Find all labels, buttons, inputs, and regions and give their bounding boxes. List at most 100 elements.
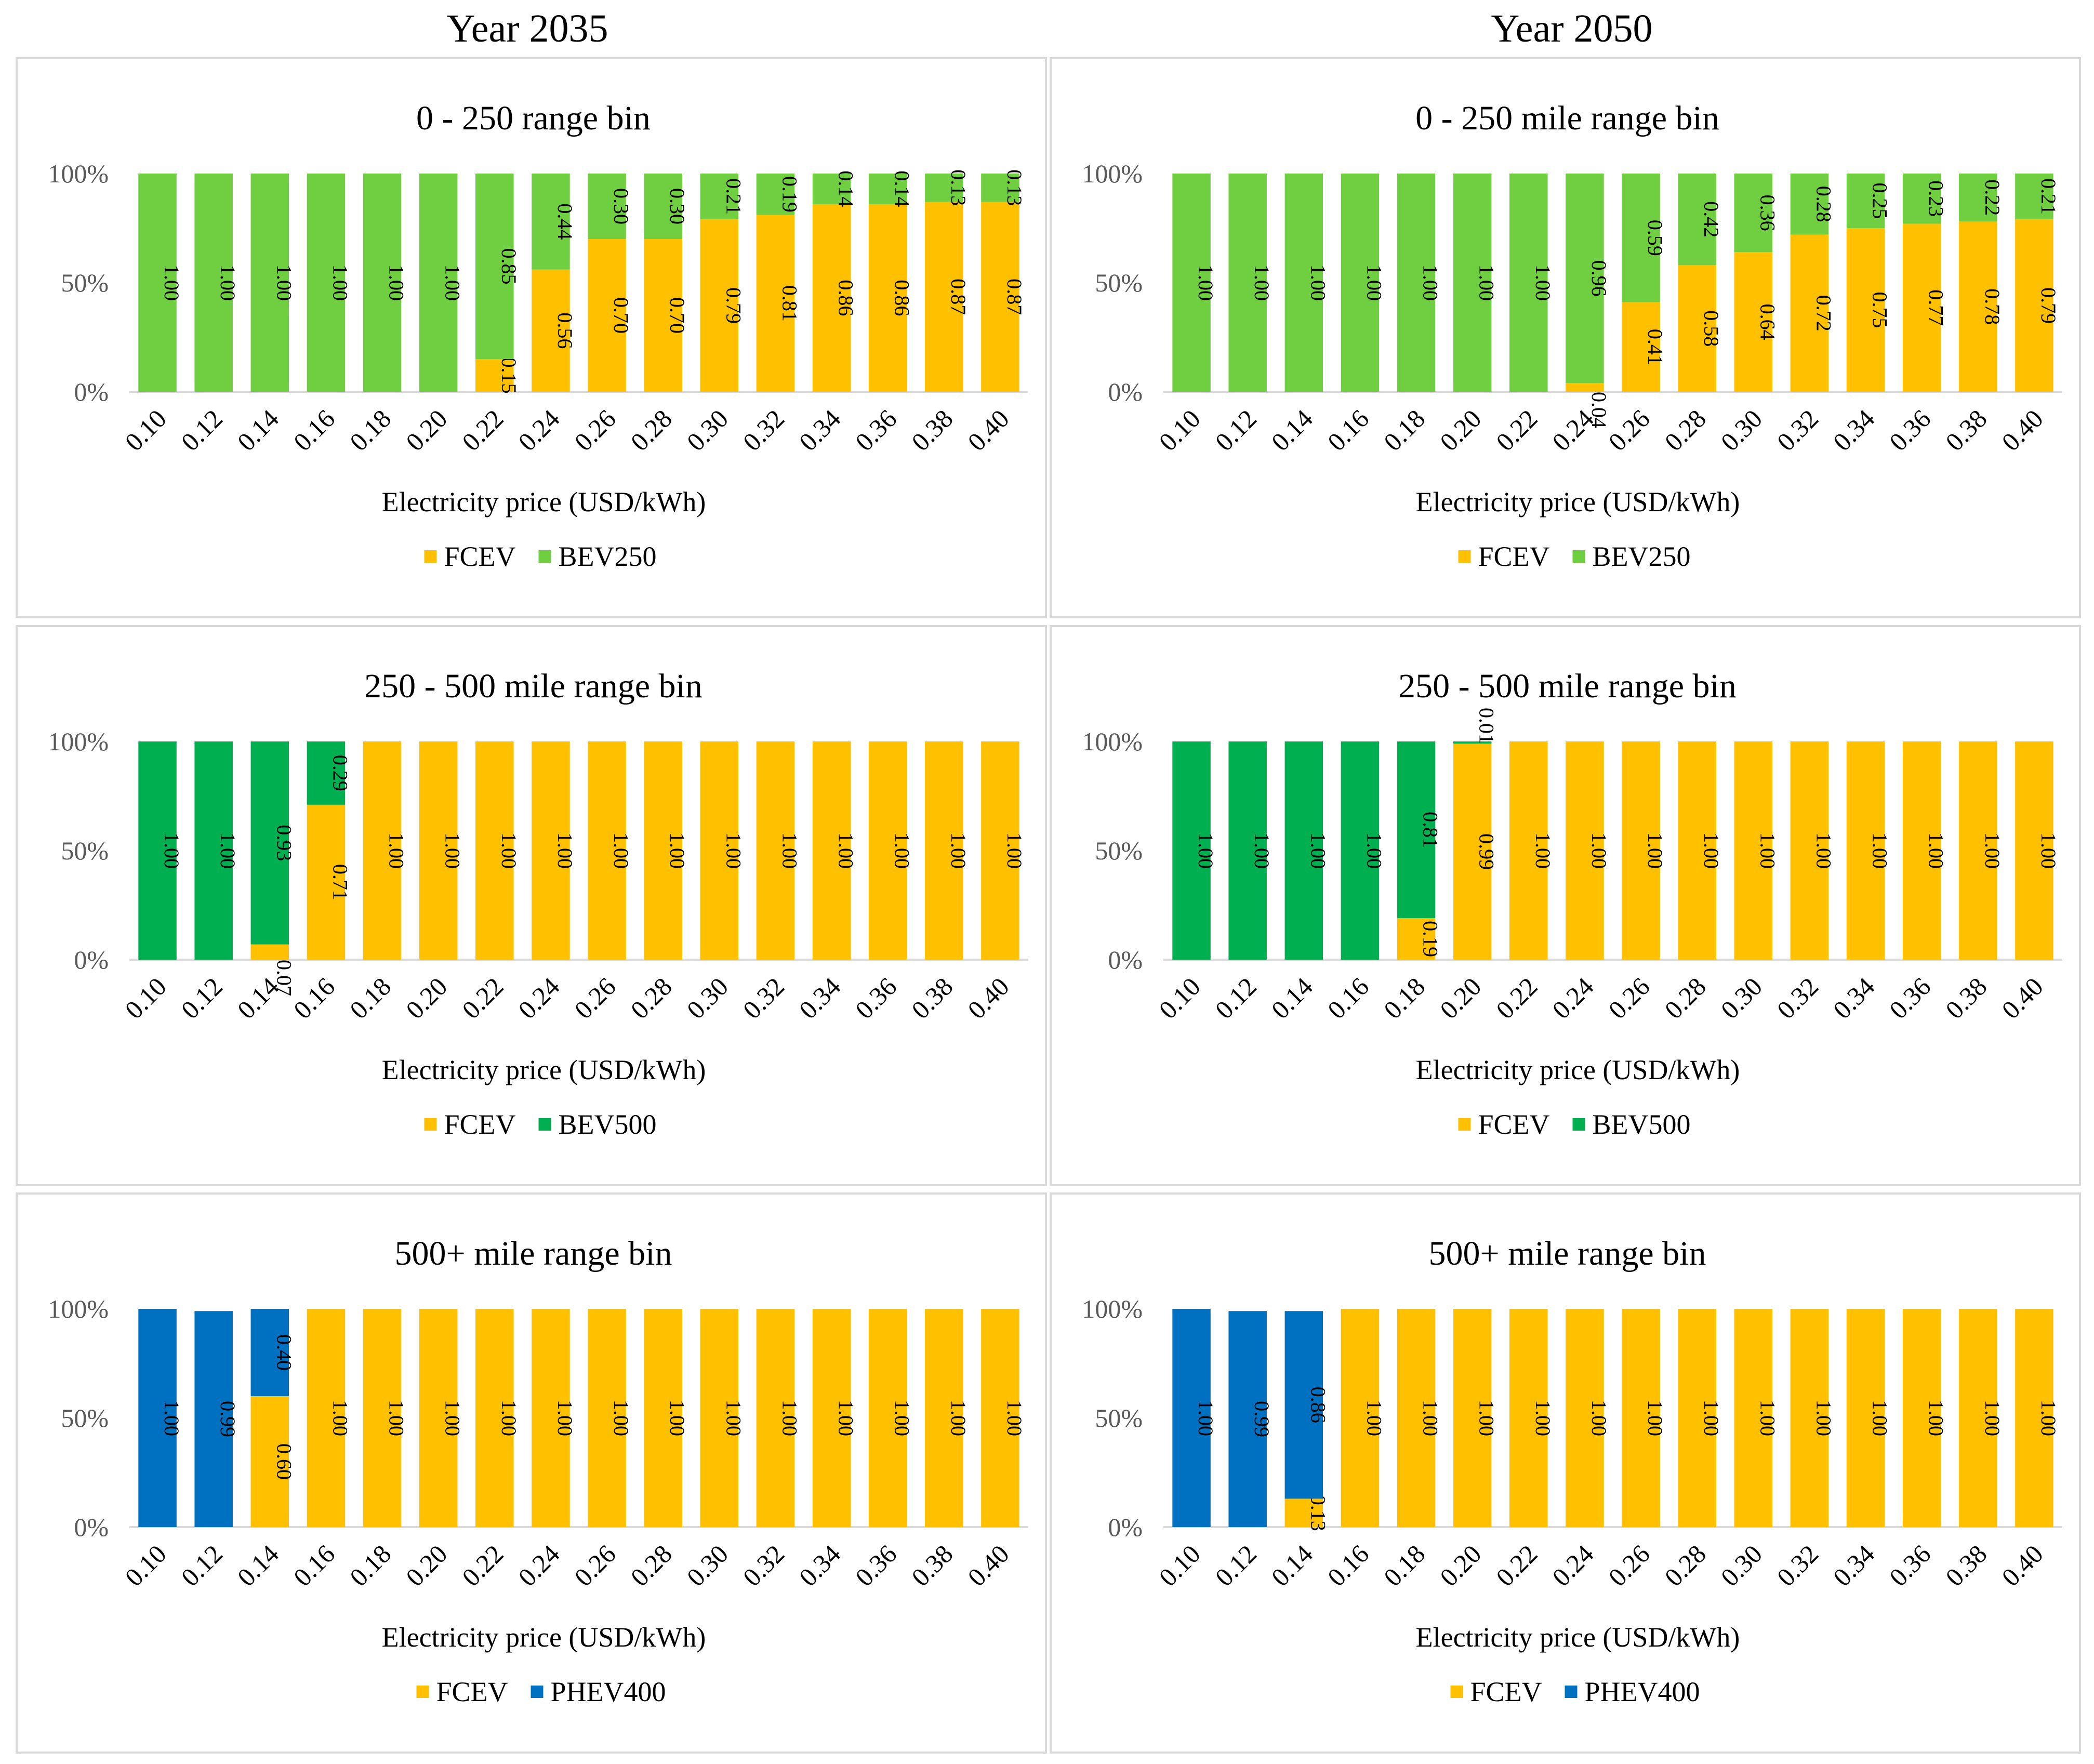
data-label: 0.28 — [1812, 186, 1835, 222]
bar-fcev-0.28 — [644, 1309, 682, 1527]
data-label: 0.81 — [778, 285, 801, 322]
data-label: 1.00 — [385, 832, 408, 869]
data-label: 1.00 — [834, 1400, 858, 1436]
data-label: 0.96 — [1587, 260, 1611, 297]
data-label: 1.00 — [2037, 1400, 2060, 1436]
data-label: 0.19 — [778, 176, 801, 213]
data-label: 1.00 — [1306, 832, 1330, 869]
data-label: 1.00 — [1475, 264, 1499, 301]
data-label: 1.00 — [1700, 1400, 1723, 1436]
x-tick-label: 0.16 — [288, 1539, 340, 1591]
x-tick-label: 0.10 — [119, 404, 171, 456]
bar-bev250-0.24 — [532, 174, 570, 270]
x-tick-label: 0.26 — [568, 404, 621, 456]
bar-bev250-0.34 — [1846, 174, 1885, 228]
bar-fcev-0.38 — [1959, 1309, 1997, 1527]
x-tick-label: 0.36 — [1884, 404, 1936, 456]
data-label: 1.00 — [1306, 264, 1330, 301]
x-tick-label: 0.12 — [175, 972, 228, 1024]
bar-fcev-0.30 — [700, 1309, 739, 1527]
x-tick-label: 0.18 — [1378, 1539, 1430, 1591]
data-label: 0.87 — [947, 278, 970, 315]
x-tick-label: 0.30 — [681, 972, 734, 1024]
chart-svg: 500+ mile range bin 0% 50% 100% 1.00 0.10 0.99… — [1082, 1235, 2062, 1707]
bar-bev250-0.40 — [981, 174, 1019, 202]
legend-label-fcev: FCEV — [436, 1676, 508, 1707]
data-label: 1.00 — [1362, 832, 1386, 869]
bar-fcev-0.26 — [588, 239, 626, 392]
y-tick-label: 100% — [48, 1294, 109, 1323]
y-tick-label: 100% — [48, 727, 109, 756]
x-tick-label: 0.28 — [1659, 404, 1711, 456]
bar-fcev-0.36 — [868, 741, 907, 960]
data-label: 1.00 — [385, 1400, 408, 1436]
x-tick-label: 0.18 — [344, 1539, 396, 1591]
data-label: 1.00 — [160, 832, 183, 869]
bar-fcev-0.18 — [1397, 1309, 1436, 1527]
legend-swatch-bev500 — [538, 1118, 551, 1131]
data-label: 1.00 — [1925, 1400, 1948, 1436]
y-tick-label: 0% — [1108, 945, 1143, 974]
legend-swatch-fcev — [1450, 1686, 1463, 1698]
bar-bev250-0.40 — [2015, 174, 2053, 220]
x-tick-label: 0.34 — [793, 1539, 846, 1591]
bar-bev250-0.32 — [1790, 174, 1829, 235]
legend-swatch-fcev — [424, 550, 437, 563]
bar-bev250-0.18 — [1397, 174, 1436, 392]
data-label: 0.99 — [1475, 833, 1499, 870]
x-tick-label: 0.38 — [1940, 972, 1992, 1024]
x-axis-label: Electricity price (USD/kWh) — [1416, 486, 1740, 518]
bar-bev500-0.14 — [250, 741, 289, 945]
data-label: 1.00 — [385, 264, 408, 301]
bar-bev250-0.26 — [588, 174, 626, 239]
y-tick-label: 0% — [74, 945, 109, 974]
bar-bev250-0.22 — [1509, 174, 1548, 392]
x-tick-label: 0.12 — [1209, 404, 1262, 456]
x-tick-label: 0.34 — [793, 404, 846, 456]
x-tick-label: 0.26 — [568, 972, 621, 1024]
bar-fcev-0.30 — [700, 741, 739, 960]
bar-phev400-0.14 — [1284, 1311, 1323, 1499]
data-label: 1.00 — [328, 264, 352, 301]
bar-bev250-0.26 — [1622, 174, 1660, 302]
x-axis-label: Electricity price (USD/kWh) — [382, 1622, 706, 1653]
x-tick-label: 0.20 — [1434, 972, 1487, 1024]
legend-label-fcev: FCEV — [1478, 541, 1550, 572]
bar-bev250-0.16 — [1341, 174, 1380, 392]
data-label: 0.07 — [272, 960, 296, 996]
data-label: 0.56 — [553, 312, 577, 349]
bar-fcev-0.30 — [700, 219, 739, 392]
bar-fcev-0.32 — [756, 215, 795, 392]
data-label: 0.64 — [1756, 304, 1779, 340]
bar-fcev-0.28 — [644, 239, 682, 392]
data-label: 0.99 — [1250, 1401, 1274, 1437]
x-tick-label: 0.38 — [906, 404, 958, 456]
x-tick-label: 0.32 — [1771, 404, 1824, 456]
x-tick-label: 0.24 — [512, 404, 565, 456]
data-label: 0.79 — [2037, 287, 2060, 324]
data-label: 0.04 — [1587, 392, 1611, 428]
x-tick-label: 0.32 — [737, 1539, 790, 1591]
bar-bev250-0.34 — [812, 174, 851, 204]
legend-swatch-phev400 — [1565, 1686, 1578, 1698]
x-tick-label: 0.20 — [1434, 1539, 1487, 1591]
legend-swatch-phev400 — [531, 1686, 544, 1698]
x-tick-label: 0.28 — [625, 404, 677, 456]
data-label: 0.85 — [497, 248, 521, 285]
x-tick-label: 0.14 — [1266, 1539, 1318, 1591]
bar-fcev-0.38 — [925, 1309, 963, 1527]
data-label: 0.25 — [1868, 183, 1892, 219]
data-label: 1.00 — [1925, 832, 1948, 869]
bar-fcev-0.18 — [363, 741, 402, 960]
bar-fcev-0.22 — [475, 1309, 514, 1527]
y-tick-label: 50% — [61, 268, 109, 297]
bar-fcev-0.32 — [1790, 234, 1829, 392]
bar-bev500-0.14 — [1284, 741, 1323, 960]
x-tick-label: 0.18 — [344, 972, 396, 1024]
chart-title: 250 - 500 mile range bin — [364, 667, 703, 705]
bar-fcev-0.26 — [588, 741, 626, 960]
x-tick-label: 0.10 — [1153, 404, 1205, 456]
data-label: 1.00 — [497, 1400, 521, 1436]
data-label: 1.00 — [1644, 832, 1667, 869]
bar-bev500-0.12 — [1228, 741, 1267, 960]
